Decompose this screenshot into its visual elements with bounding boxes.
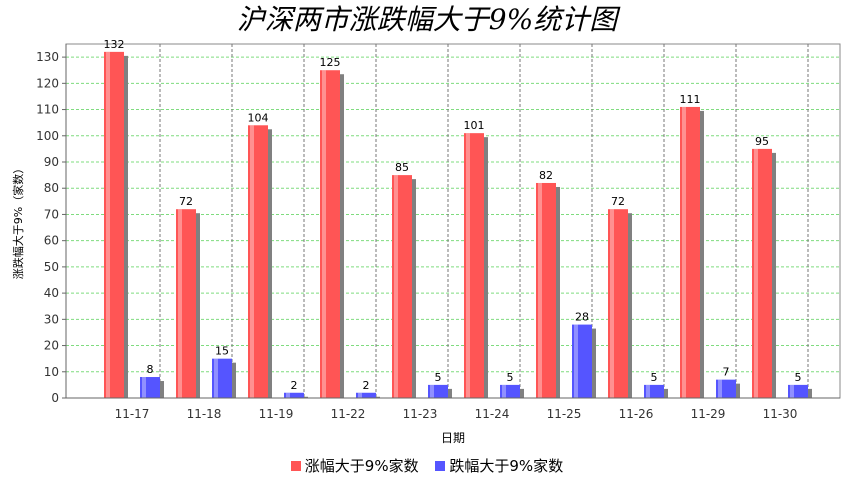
bar-rise <box>536 182 556 398</box>
y-axis-title: 涨跌幅大于9%（家数） <box>11 163 25 279</box>
legend-label-rise: 涨幅大于9%家数 <box>304 457 419 475</box>
x-tick-label: 11-30 <box>763 407 798 421</box>
data-label: 72 <box>611 195 625 208</box>
data-label: 111 <box>680 93 701 106</box>
bar-rise <box>320 70 340 398</box>
x-tick-label: 11-23 <box>403 407 438 421</box>
bar-fall <box>572 324 592 398</box>
bar-highlight <box>106 51 110 398</box>
legend-swatch-rise <box>290 461 301 471</box>
data-label: 15 <box>215 345 229 358</box>
data-label: 95 <box>755 135 769 148</box>
bar-highlight <box>718 379 722 398</box>
bar-rise <box>680 106 700 398</box>
data-label: 2 <box>291 379 298 392</box>
y-tick-label: 110 <box>36 103 59 117</box>
legend-label-fall: 跌幅大于9%家数 <box>449 457 564 475</box>
data-label: 5 <box>435 371 442 384</box>
bar-fall <box>788 384 808 398</box>
legend-item-rise: 涨幅大于9%家数 <box>290 455 419 476</box>
data-label: 101 <box>464 119 485 132</box>
y-tick-label: 20 <box>44 339 59 353</box>
bar-highlight <box>466 133 470 398</box>
data-label: 104 <box>248 111 269 124</box>
x-tick-label: 11-25 <box>547 407 582 421</box>
x-tick-label: 11-18 <box>187 407 222 421</box>
bar-highlight <box>682 106 686 398</box>
bar-fall <box>284 392 304 398</box>
data-label: 72 <box>179 195 193 208</box>
bar-fall <box>140 377 160 398</box>
bar-highlight <box>322 70 326 398</box>
chart-legend: 涨幅大于9%家数 跌幅大于9%家数 <box>0 455 854 477</box>
y-tick-label: 60 <box>44 234 59 248</box>
y-tick-label: 10 <box>44 365 59 379</box>
bar-fall <box>500 384 520 398</box>
data-label: 82 <box>539 169 553 182</box>
data-label: 5 <box>507 371 514 384</box>
bar-highlight <box>178 209 182 398</box>
y-tick-label: 80 <box>44 181 59 195</box>
bar-chart: 0102030405060708090100110120130132721041… <box>11 38 841 445</box>
bar-highlight <box>538 182 542 398</box>
y-tick-label: 70 <box>44 207 59 221</box>
y-tick-label: 130 <box>36 50 59 64</box>
data-label: 5 <box>795 371 802 384</box>
bar-rise <box>248 125 268 399</box>
x-tick-label: 11-22 <box>331 407 366 421</box>
bar-highlight <box>574 324 578 398</box>
y-tick-label: 0 <box>51 391 59 405</box>
bar-rise <box>608 209 628 398</box>
bar-highlight <box>358 392 362 398</box>
x-tick-label: 11-19 <box>259 407 294 421</box>
x-tick-label: 11-26 <box>619 407 654 421</box>
bar-rise <box>176 209 196 398</box>
data-label: 2 <box>363 379 370 392</box>
bar-rise <box>752 148 772 398</box>
data-label: 125 <box>320 56 341 69</box>
x-tick-label: 11-24 <box>475 407 510 421</box>
data-label: 28 <box>575 311 589 324</box>
x-tick-label: 11-17 <box>115 407 150 421</box>
legend-swatch-fall <box>435 461 446 471</box>
bar-highlight <box>646 384 650 398</box>
bar-highlight <box>430 384 434 398</box>
y-tick-label: 40 <box>44 286 59 300</box>
bar-rise <box>392 175 412 398</box>
bar-rise <box>464 133 484 398</box>
bar-fall <box>716 379 736 398</box>
bar-highlight <box>610 209 614 398</box>
data-label: 7 <box>723 366 730 379</box>
data-label: 85 <box>395 161 409 174</box>
bar-highlight <box>394 175 398 398</box>
x-axis-title: 日期 <box>441 431 465 445</box>
y-tick-label: 90 <box>44 155 59 169</box>
bar-highlight <box>790 384 794 398</box>
bar-fall <box>356 392 376 398</box>
bar-highlight <box>286 392 290 398</box>
data-label: 132 <box>104 38 125 51</box>
bar-fall <box>212 358 232 398</box>
legend-item-fall: 跌幅大于9%家数 <box>435 455 563 476</box>
bar-highlight <box>142 377 146 398</box>
bar-highlight <box>214 358 218 398</box>
bar-highlight <box>502 384 506 398</box>
bar-fall <box>428 384 448 398</box>
chart-title: 沪深两市涨跌幅大于9%统计图 <box>236 3 618 36</box>
bar-rise <box>104 51 124 398</box>
bar-highlight <box>250 125 254 399</box>
bar-highlight <box>754 148 758 398</box>
y-tick-label: 30 <box>44 312 59 326</box>
y-tick-label: 100 <box>36 129 59 143</box>
y-tick-label: 120 <box>36 76 59 90</box>
y-tick-label: 50 <box>44 260 59 274</box>
bar-fall <box>644 384 664 398</box>
data-label: 5 <box>651 371 658 384</box>
data-label: 8 <box>147 363 154 376</box>
x-tick-label: 11-29 <box>691 407 726 421</box>
